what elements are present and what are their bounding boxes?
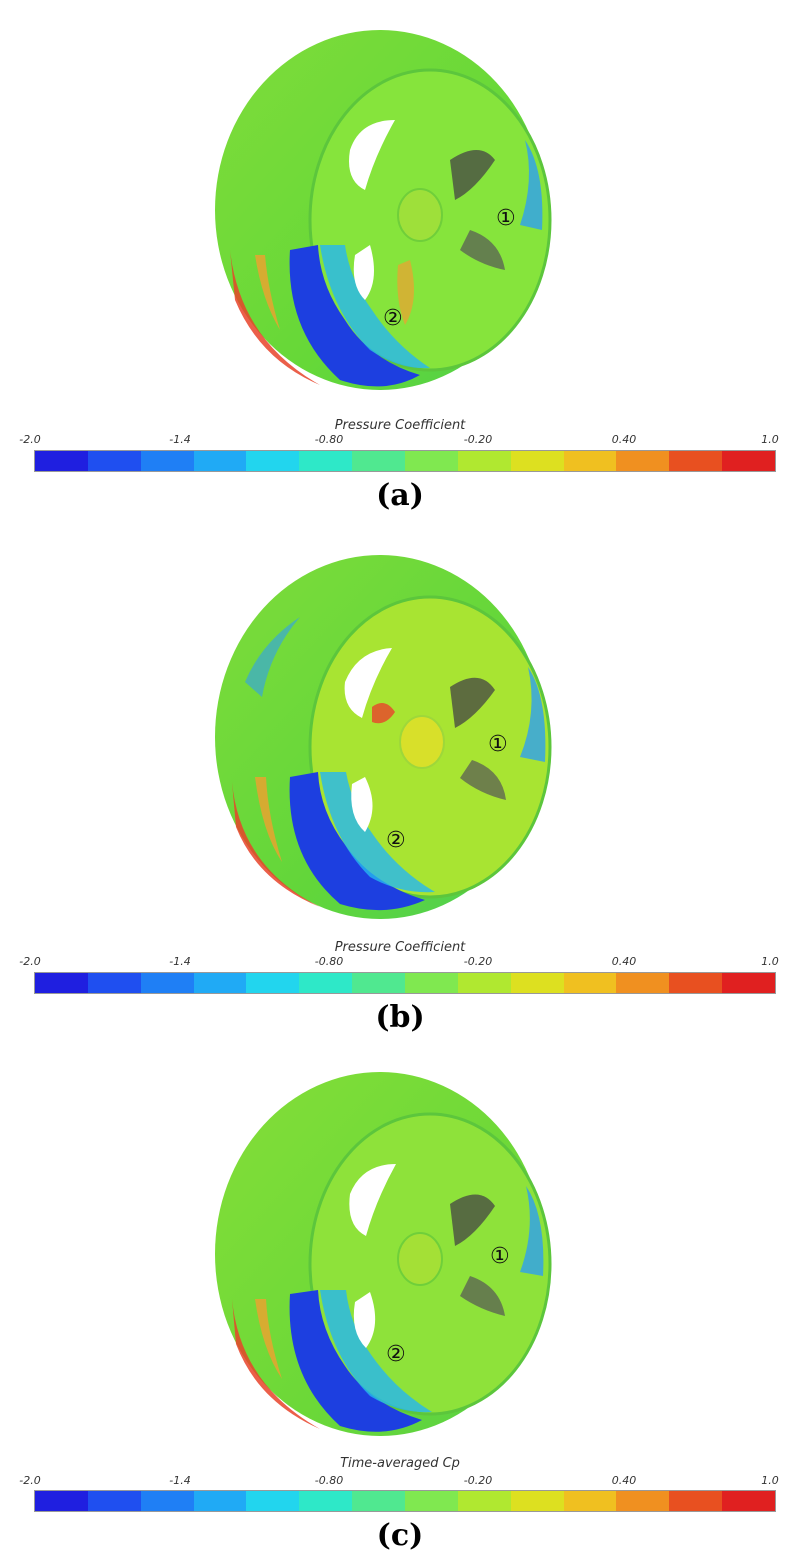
colorbar-swatch (140, 451, 194, 471)
tick-label: -0.20 (463, 955, 493, 968)
hub (397, 188, 443, 242)
wheel-contour-b (215, 555, 552, 919)
colorbar-swatch (616, 451, 670, 471)
colorbar-swatch (87, 1491, 141, 1511)
colorbar-swatch (87, 451, 141, 471)
colorbar-swatch (616, 1491, 670, 1511)
colorbar-swatch (510, 1491, 564, 1511)
tick-label: 1.0 (761, 1474, 779, 1487)
colorbar-swatch (140, 1491, 194, 1511)
panel-c: ① ② Time-averaged Cp -2.0 -1.4 -0.80 -0.… (0, 1044, 800, 1566)
tick-label: -1.4 (169, 1474, 191, 1487)
tick-label: -0.20 (463, 1474, 493, 1487)
colorbar-swatch (722, 973, 776, 993)
colorbar-swatch (563, 973, 617, 993)
panel-caption: (c) (376, 1518, 424, 1553)
tick-label: 0.40 (611, 1474, 637, 1487)
colorbar-swatch (352, 1491, 406, 1511)
colorbar-swatch (246, 973, 300, 993)
tick-label: -0.80 (314, 1474, 344, 1487)
colorbar-swatch (299, 451, 353, 471)
colorbar-swatch (299, 973, 353, 993)
marker-2: ② (386, 828, 406, 853)
panel-a: ① ② Pressure Coefficient -2.0 -1.4 -0.80… (0, 0, 800, 522)
tick-label: 1.0 (761, 433, 779, 446)
colorbar-swatch (457, 973, 511, 993)
colorbar-swatch (352, 973, 406, 993)
colorbar-swatch (457, 1491, 511, 1511)
panel-b: ① ② Pressure Coefficient -2.0 -1.4 -0.80… (0, 522, 800, 1044)
colorbar-title: Pressure Coefficient (334, 940, 466, 955)
colorbar-title: Pressure Coefficient (334, 418, 466, 433)
tick-label: -2.0 (19, 433, 41, 446)
tick-label: -1.4 (169, 955, 191, 968)
colorbar-swatch (722, 1491, 776, 1511)
colorbar-swatch (299, 1491, 353, 1511)
colorbar-swatch (510, 451, 564, 471)
colorbar-swatch (246, 1491, 300, 1511)
wheel-contour-c (215, 1072, 552, 1436)
colorbar-swatch (616, 973, 670, 993)
colorbar-swatch (35, 973, 88, 993)
wheel-contour-a (215, 30, 552, 390)
marker-1: ① (490, 1244, 510, 1269)
colorbar-title: Time-averaged Cp (340, 1456, 460, 1471)
colorbar-swatch (457, 451, 511, 471)
colorbar (34, 972, 776, 994)
colorbar-swatch (246, 451, 300, 471)
marker-2: ② (386, 1342, 406, 1367)
colorbar (34, 1490, 776, 1512)
tick-label: -0.80 (314, 955, 344, 968)
colorbar-swatch (405, 1491, 458, 1511)
colorbar-swatch (352, 451, 406, 471)
marker-2: ② (383, 306, 403, 331)
tick-label: -0.80 (314, 433, 344, 446)
colorbar-swatch (193, 451, 247, 471)
tick-label: 1.0 (761, 955, 779, 968)
colorbar-swatch (563, 1491, 617, 1511)
tick-label: -1.4 (169, 433, 191, 446)
marker-1: ① (496, 206, 516, 231)
tick-label: 0.40 (611, 955, 637, 968)
tick-label: -2.0 (19, 955, 41, 968)
tick-label: -2.0 (19, 1474, 41, 1487)
hub (397, 1232, 443, 1286)
colorbar-swatch (193, 1491, 247, 1511)
colorbar-swatch (35, 451, 88, 471)
tick-label: 0.40 (611, 433, 637, 446)
colorbar-swatch (722, 451, 776, 471)
colorbar-swatch (405, 451, 458, 471)
colorbar-swatch (405, 973, 458, 993)
colorbar-swatch (140, 973, 194, 993)
panel-caption: (b) (375, 1000, 425, 1035)
colorbar-swatch (669, 1491, 723, 1511)
hub (399, 715, 445, 769)
colorbar-swatch (669, 451, 723, 471)
panel-caption: (a) (376, 478, 424, 513)
colorbar-swatch (87, 973, 141, 993)
colorbar (34, 450, 776, 472)
colorbar-swatch (193, 973, 247, 993)
colorbar-swatch (510, 973, 564, 993)
colorbar-swatch (669, 973, 723, 993)
colorbar-swatch (563, 451, 617, 471)
tick-label: -0.20 (463, 433, 493, 446)
marker-1: ① (488, 732, 508, 757)
colorbar-swatch (35, 1491, 88, 1511)
